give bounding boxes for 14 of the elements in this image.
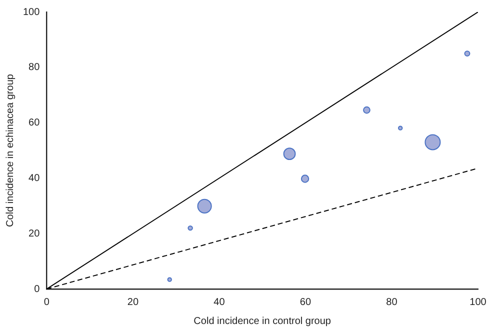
y-tick-label: 20	[28, 228, 40, 240]
x-tick-label: 20	[127, 296, 139, 308]
y-tick-label: 40	[28, 172, 40, 184]
x-axis-title: Cold incidence in control group	[194, 316, 332, 327]
x-tick-label: 40	[214, 296, 226, 308]
x-tick-label: 80	[386, 296, 398, 308]
y-tick-label: 0	[34, 284, 40, 295]
y-tick-label: 80	[28, 62, 40, 74]
y-tick-label: 60	[28, 118, 40, 129]
y-axis-title: Cold incidence in echinacea group	[4, 74, 16, 227]
x-tick-label: 0	[44, 296, 50, 308]
y-tick-label: 100	[22, 6, 40, 18]
x-tick-label: 60	[300, 296, 312, 308]
x-tick-label: 100	[470, 296, 487, 308]
